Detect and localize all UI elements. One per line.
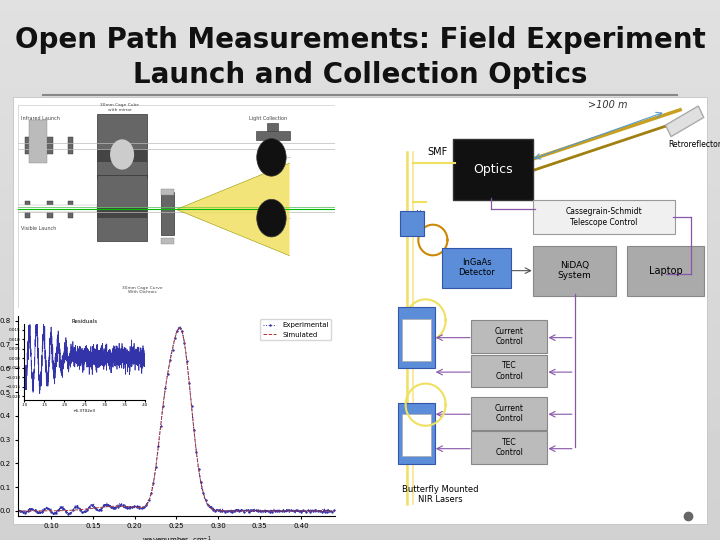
Bar [97, 208, 147, 218]
Text: Light Collection: Light Collection [249, 116, 287, 121]
FancyBboxPatch shape [402, 319, 431, 361]
Text: 30mm Cage Cube
with mirror: 30mm Cage Cube with mirror [100, 104, 140, 112]
Experimental [176, 323, 184, 330]
FancyBboxPatch shape [398, 403, 435, 464]
Bar [18, 205, 97, 212]
FancyBboxPatch shape [471, 320, 547, 353]
Bar [48, 137, 53, 154]
Text: SMF: SMF [427, 147, 447, 157]
Legend: Experimental, Simulated: Experimental, Simulated [260, 319, 331, 340]
Bar [68, 201, 73, 218]
Simulated [30, 508, 38, 514]
Text: TEC
Control: TEC Control [495, 361, 523, 381]
Text: Retroreflector: Retroreflector [668, 140, 720, 150]
Bar [48, 201, 53, 218]
Experimental [322, 508, 330, 515]
Bar [97, 114, 147, 178]
Experimental [321, 508, 330, 514]
Experimental [264, 509, 272, 515]
Bar [24, 201, 30, 218]
Simulated [175, 325, 184, 332]
Text: Visible Launch: Visible Launch [22, 226, 57, 231]
Circle shape [257, 199, 286, 237]
Bar [68, 137, 73, 154]
FancyBboxPatch shape [533, 200, 675, 234]
FancyBboxPatch shape [627, 246, 703, 295]
FancyBboxPatch shape [471, 355, 547, 387]
Text: 30mm Cage Curve
With Dichroic: 30mm Cage Curve With Dichroic [122, 286, 163, 294]
Line: Experimental: Experimental [17, 326, 336, 516]
Experimental [14, 507, 22, 513]
Experimental [160, 395, 168, 402]
FancyBboxPatch shape [400, 211, 424, 236]
Bar [97, 148, 147, 161]
Text: Butterfly Mounted
NIR Lasers: Butterfly Mounted NIR Lasers [402, 485, 478, 504]
Bar [161, 238, 174, 244]
Bar [24, 137, 30, 154]
Polygon shape [176, 163, 289, 256]
Experimental [30, 507, 38, 514]
FancyBboxPatch shape [442, 248, 511, 288]
Text: TEC
Control: TEC Control [495, 438, 523, 457]
Bar [161, 189, 174, 195]
X-axis label: wavenumber, cm$^{-1}$
+6.3702e3: wavenumber, cm$^{-1}$ +6.3702e3 [142, 535, 211, 540]
Simulated [14, 508, 22, 514]
Text: Laptop: Laptop [649, 266, 683, 275]
Text: Infrared Launch: Infrared Launch [22, 116, 60, 121]
Simulated [159, 397, 168, 404]
Experimental [330, 508, 339, 515]
Bar [267, 123, 278, 131]
Text: Current
Control: Current Control [495, 327, 523, 346]
Bar [97, 175, 147, 241]
Experimental [168, 347, 176, 354]
FancyBboxPatch shape [533, 246, 616, 295]
Circle shape [257, 139, 286, 176]
Polygon shape [665, 106, 703, 137]
Simulated [168, 348, 176, 354]
Simulated [264, 508, 272, 514]
Text: InGaAs
Detector: InGaAs Detector [458, 258, 495, 278]
Bar [161, 192, 174, 235]
Simulated [330, 508, 339, 514]
Bar [256, 131, 289, 140]
Experimental [49, 511, 58, 518]
Text: Launch and Collection Optics: Launch and Collection Optics [132, 60, 588, 89]
Text: Optics: Optics [473, 163, 513, 176]
FancyBboxPatch shape [453, 139, 533, 200]
Text: Open Path Measurements: Field Experiment: Open Path Measurements: Field Experiment [14, 26, 706, 55]
Text: NiDAQ
System: NiDAQ System [558, 261, 592, 280]
Text: Cassegrain-Schmidt
Telescope Control: Cassegrain-Schmidt Telescope Control [565, 207, 642, 227]
FancyBboxPatch shape [398, 307, 435, 368]
Simulated [321, 508, 330, 514]
FancyBboxPatch shape [471, 431, 547, 464]
Text: >100 m: >100 m [588, 100, 627, 110]
Text: Current
Control: Current Control [495, 403, 523, 423]
Text: MMF: MMF [418, 207, 426, 227]
Line: Simulated: Simulated [18, 328, 335, 511]
Circle shape [111, 140, 133, 169]
FancyBboxPatch shape [471, 397, 547, 429]
Bar [30, 120, 48, 163]
Simulated [321, 508, 330, 514]
FancyBboxPatch shape [402, 414, 431, 456]
FancyBboxPatch shape [13, 97, 707, 524]
